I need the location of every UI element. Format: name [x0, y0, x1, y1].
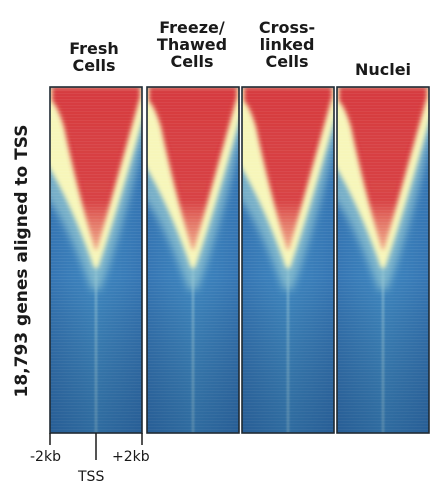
depth-shading: [242, 87, 334, 433]
panel-title-freeze-thawed-cells: Freeze/ Thawed Cells: [156, 18, 228, 71]
heatmap-panel-nuclei: [336, 86, 430, 434]
panel-title-nuclei: Nuclei: [354, 60, 412, 79]
depth-shading: [147, 87, 239, 433]
x-tick-label-plus-2kb: +2kb: [112, 449, 150, 465]
heatmap-panel-cross-linked-cells: [241, 86, 335, 434]
heatmap-panel-frame: [241, 86, 335, 434]
panel-title-fresh-cells: Fresh Cells: [69, 39, 119, 75]
heatmap-panel-frame: [336, 86, 430, 434]
panel-title-cross-linked-cells: Cross- linked Cells: [258, 18, 316, 71]
depth-shading: [50, 87, 142, 433]
x-tick-label-minus-2kb: -2kb: [30, 449, 61, 465]
x-tick-label-tss: TSS: [78, 469, 105, 485]
depth-shading: [337, 87, 429, 433]
heatmap-panel-frame: [146, 86, 240, 434]
heatmap-panel-fresh-cells: [49, 86, 143, 434]
heatmap-panel-freeze-thawed-cells: [146, 86, 240, 434]
